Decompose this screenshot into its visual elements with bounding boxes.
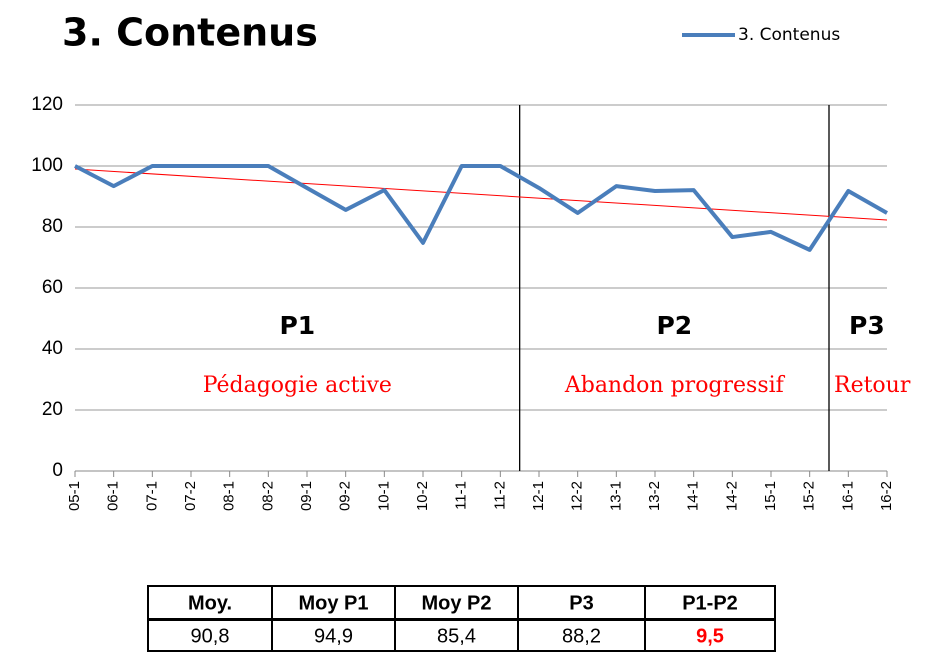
table-text: 90,8 bbox=[191, 625, 230, 647]
x-tick-label: 07-1 bbox=[143, 481, 160, 511]
series-line bbox=[74, 164, 888, 252]
x-tick-label: 13-1 bbox=[607, 481, 624, 511]
period-subtitle: Abandon progressif bbox=[564, 373, 786, 398]
y-tick-label: 60 bbox=[42, 277, 63, 298]
x-tick-label: 08-1 bbox=[221, 481, 238, 511]
legend-label: 3. Contenus bbox=[738, 25, 840, 45]
period-label: P2 bbox=[656, 311, 692, 340]
x-tick-label: 09-2 bbox=[337, 481, 354, 511]
table-text: 9,5 bbox=[696, 625, 724, 647]
x-tick-label: 06-1 bbox=[105, 481, 122, 511]
table-text: P3 bbox=[569, 592, 593, 614]
table-cell bbox=[644, 619, 776, 652]
x-tick-label: 09-1 bbox=[298, 481, 315, 511]
x-tick-label: 14-1 bbox=[685, 481, 702, 511]
x-tick-label: 05-1 bbox=[66, 481, 83, 511]
period-label: P3 bbox=[849, 311, 885, 340]
y-tick-label: 100 bbox=[31, 155, 63, 176]
chart-title: 3. Contenus bbox=[62, 11, 318, 55]
table-text: Moy P2 bbox=[421, 592, 491, 614]
x-tick-label: 13-2 bbox=[646, 481, 663, 511]
x-tick-label: 16-2 bbox=[878, 481, 895, 511]
period-subtitle: Retour bbox=[834, 373, 911, 398]
x-tick-label: 14-2 bbox=[723, 481, 740, 511]
y-tick-label: 40 bbox=[42, 338, 63, 359]
x-tick-label: 08-2 bbox=[259, 481, 276, 511]
x-tick-label: 07-2 bbox=[182, 481, 199, 511]
x-tick-label: 11-1 bbox=[453, 481, 470, 510]
x-tick-label: 10-2 bbox=[414, 481, 431, 511]
period-label: P1 bbox=[279, 311, 315, 340]
x-tick-label: 12-1 bbox=[530, 481, 547, 511]
table-text: P1-P2 bbox=[682, 592, 738, 614]
x-tick-label: 15-1 bbox=[762, 481, 779, 511]
y-tick-label: 80 bbox=[42, 216, 63, 237]
x-tick-label: 16-1 bbox=[839, 481, 856, 511]
table-text: Moy P1 bbox=[298, 592, 368, 614]
table-text: 94,9 bbox=[314, 625, 353, 647]
y-tick-label: 0 bbox=[52, 460, 63, 481]
x-tick-label: 15-2 bbox=[801, 481, 818, 511]
y-tick-label: 20 bbox=[42, 399, 63, 420]
table-text: 85,4 bbox=[437, 625, 476, 647]
period-subtitle: Pédagogie active bbox=[203, 373, 392, 398]
table-text: Moy. bbox=[188, 592, 232, 614]
trend-line bbox=[74, 168, 888, 221]
x-tick-label: 10-1 bbox=[375, 481, 392, 511]
table-text: 88,2 bbox=[562, 625, 601, 647]
x-tick-label: 12-2 bbox=[569, 481, 586, 511]
y-tick-label: 120 bbox=[31, 94, 63, 115]
x-tick-label: 11-2 bbox=[491, 481, 508, 510]
